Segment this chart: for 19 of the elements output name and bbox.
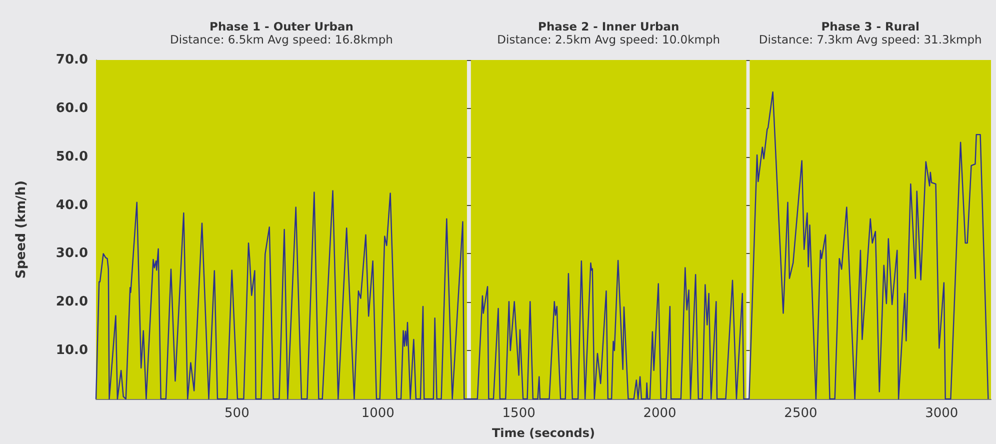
x-tick-label: 3000 [925,406,958,421]
x-tick-label: 2500 [784,406,818,421]
band-label: Phase 1 - Outer Urban Distance: 6.5km Avg speed: 16.8kmph [170,20,393,46]
y-tick-label: 40.0 [56,198,88,213]
y-tick-label: 60.0 [56,100,88,116]
y-tick-label: 10.0 [56,343,88,358]
band-label: Phase 2 - Inner Urban Distance: 2.5km Avg speed: 10.0kmph [497,20,720,46]
x-tick-label: 500 [224,406,250,421]
x-tick-label: 1000 [361,406,394,421]
y-tick-label: 50.0 [56,149,88,164]
x-tick-label: 1500 [502,406,536,421]
band-label: Phase 3 - Rural Distance: 7.3km Avg speed: 31.3kmph [758,20,982,46]
y-axis-title: Speed (km/h) [14,180,29,279]
line-series [95,91,989,400]
x-axis-title: Time (seconds) [492,426,596,440]
y-tick-label: 20.0 [56,294,88,310]
y-tick-label: 30.0 [56,246,88,262]
x-tick-label: 2000 [643,406,676,421]
y-tick-label: 70.0 [56,52,88,68]
